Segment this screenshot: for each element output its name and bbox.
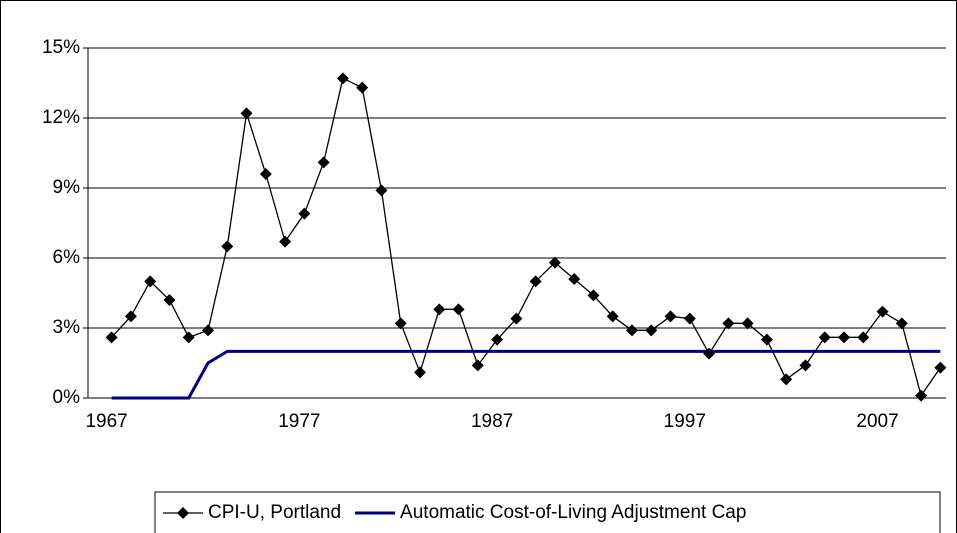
data-point: [799, 359, 812, 372]
data-point: [298, 207, 311, 220]
data-point: [587, 289, 600, 302]
legend-marker: [177, 507, 189, 519]
data-point: [548, 256, 561, 269]
data-point: [934, 361, 947, 374]
legend-label: CPI-U, Portland: [208, 502, 341, 523]
x-tick-label: 1997: [664, 411, 706, 432]
y-tick-label: 3%: [53, 317, 81, 338]
legend-box: [154, 491, 941, 533]
data-point: [741, 317, 754, 330]
data-point: [124, 310, 137, 323]
data-point: [433, 303, 446, 316]
data-point: [780, 373, 793, 386]
data-point: [838, 331, 850, 344]
data-point: [760, 333, 773, 346]
data-point: [683, 312, 696, 325]
data-point: [529, 275, 542, 288]
data-point: [259, 168, 272, 180]
data-point: [568, 273, 581, 285]
x-tick-label: 1967: [85, 411, 127, 432]
data-point: [645, 324, 658, 337]
y-tick-label: 12%: [42, 107, 80, 128]
data-point: [356, 81, 369, 94]
y-tick-label: 6%: [53, 247, 81, 268]
data-point: [471, 359, 484, 372]
data-point: [414, 366, 426, 379]
x-tick-label: 2007: [856, 411, 898, 432]
data-point: [510, 312, 523, 325]
data-point: [202, 324, 214, 337]
data-point: [703, 347, 716, 360]
y-tick-label: 9%: [53, 177, 81, 198]
data-point: [818, 331, 831, 344]
data-point: [857, 331, 870, 344]
data-point: [375, 184, 388, 197]
data-point: [394, 317, 407, 330]
y-tick-label: 15%: [42, 37, 80, 58]
data-point: [317, 156, 330, 169]
data-point: [105, 331, 118, 344]
data-point: [221, 240, 234, 253]
data-point: [895, 317, 908, 330]
data-point: [876, 305, 889, 318]
data-point: [279, 235, 292, 248]
data-point: [626, 324, 638, 337]
data-point: [163, 294, 176, 306]
data-point: [722, 317, 735, 330]
series-line: [111, 349, 941, 400]
x-tick-label: 1977: [278, 411, 320, 432]
data-point: [144, 275, 157, 288]
legend-label: Automatic Cost-of-Living Adjustment Cap: [400, 502, 746, 523]
data-point: [664, 310, 677, 323]
x-tick-label: 1987: [471, 411, 513, 432]
data-point: [182, 331, 195, 344]
y-tick-label: 0%: [53, 387, 81, 408]
data-point: [336, 72, 349, 85]
data-point: [452, 303, 465, 316]
data-point: [240, 107, 253, 120]
data-point: [491, 333, 504, 346]
data-point: [606, 310, 619, 323]
data-point: [915, 389, 928, 402]
